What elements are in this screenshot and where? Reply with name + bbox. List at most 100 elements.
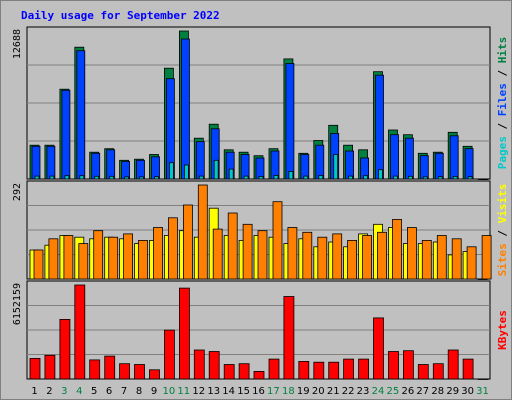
bar-sites-day-7	[123, 233, 133, 280]
bar-pages-day-12	[198, 175, 204, 180]
bar-files-day-30	[464, 148, 474, 180]
axis-legend-hits-files-pages: Pages / Files / Hits	[496, 37, 509, 170]
bar-files-day-4	[76, 50, 86, 180]
bar-kbytes-day-15	[238, 363, 250, 380]
bar-files-day-18	[285, 63, 295, 180]
x-tick-label: 11	[177, 386, 190, 397]
bar-files-day-1	[31, 145, 41, 180]
bar-pages-day-26	[407, 175, 413, 180]
bar-kbytes-day-26	[402, 350, 414, 380]
bar-kbytes-day-7	[119, 363, 130, 380]
bar-kbytes-day-13	[208, 351, 220, 380]
x-tick-label: 23	[357, 386, 370, 397]
x-tick-label: 14	[222, 386, 235, 397]
bar-sites-day-10	[167, 217, 178, 280]
bar-kbytes-day-4	[74, 284, 86, 380]
x-tick-label: 9	[151, 386, 157, 397]
bar-pages-day-3	[64, 175, 70, 180]
bar-pages-day-13	[213, 159, 219, 180]
x-tick-label: 7	[121, 386, 127, 397]
bar-files-day-11	[180, 38, 190, 180]
bar-kbytes-day-11	[178, 287, 190, 380]
bar-pages-day-22	[348, 175, 354, 180]
legend-entry-pages: Pages	[496, 136, 509, 169]
bar-pages-day-8	[139, 176, 144, 180]
bar-kbytes-day-3	[59, 318, 71, 380]
bar-sites-day-29	[451, 238, 462, 280]
bar-sites-day-21	[332, 233, 343, 280]
bar-kbytes-day-18	[283, 296, 295, 380]
x-tick-label: 25	[387, 386, 400, 397]
x-tick-label: 30	[461, 386, 474, 397]
x-tick-label: 5	[91, 386, 97, 397]
ymax-label: 6152159	[12, 283, 23, 325]
bar-sites-day-4	[78, 243, 89, 280]
legend-entry-files: Files	[496, 83, 509, 116]
bar-kbytes-day-31	[477, 378, 489, 380]
bar-files-day-8	[136, 159, 145, 180]
bar-pages-day-20	[318, 175, 324, 180]
bar-kbytes-day-30	[462, 358, 474, 380]
bar-sites-day-11	[182, 204, 193, 280]
x-tick-label: 4	[76, 386, 82, 397]
bar-pages-day-10	[168, 162, 174, 180]
bar-sites-day-28	[436, 235, 447, 280]
bar-pages-day-5	[94, 175, 100, 180]
bar-kbytes-day-12	[193, 349, 205, 380]
bar-sites-day-8	[138, 239, 148, 280]
bar-files-day-20	[315, 144, 325, 180]
bar-sites-day-17	[272, 201, 283, 280]
x-tick-label: 12	[192, 386, 205, 397]
bar-pages-day-23	[363, 175, 369, 180]
bar-sites-day-6	[108, 236, 119, 280]
bar-files-day-17	[270, 150, 280, 180]
bar-pages-day-4	[79, 175, 85, 180]
bar-files-day-7	[121, 161, 130, 180]
bar-pages-day-2	[49, 175, 55, 180]
ymax-label: 292	[12, 183, 23, 201]
bar-files-day-24	[375, 74, 384, 180]
bar-files-day-15	[240, 154, 250, 180]
bar-kbytes-day-6	[104, 355, 116, 380]
bar-pages-day-27	[422, 176, 428, 180]
bar-sites-day-13	[212, 228, 223, 280]
bar-pages-day-21	[333, 154, 339, 180]
bar-sites-day-23	[362, 235, 373, 280]
legend-entry-visits: Visits	[496, 184, 509, 224]
bar-sites-day-12	[197, 184, 208, 280]
bar-files-day-29	[449, 135, 459, 180]
bar-pages-day-16	[258, 175, 264, 180]
bar-sites-day-24	[377, 231, 387, 280]
bar-pages-day-9	[154, 176, 159, 180]
bar-pages-day-15	[243, 175, 249, 180]
bar-kbytes-day-2	[44, 354, 56, 380]
bar-pages-day-19	[303, 175, 309, 180]
x-tick-label: 13	[207, 386, 220, 397]
bar-pages-day-31	[482, 178, 488, 180]
bar-sites-day-20	[317, 236, 328, 280]
chart-title: Daily usage for September 2022	[21, 9, 220, 22]
bar-files-day-28	[434, 152, 444, 180]
bar-kbytes-day-25	[388, 351, 399, 380]
bar-files-day-3	[61, 89, 71, 180]
x-tick-label: 1	[31, 386, 37, 397]
bar-sites-day-16	[257, 230, 268, 280]
bar-kbytes-day-16	[253, 370, 265, 380]
x-tick-label: 24	[372, 386, 385, 397]
bar-sites-day-31	[481, 235, 492, 280]
x-tick-label: 18	[282, 386, 295, 397]
bar-pages-day-25	[393, 175, 398, 180]
bar-kbytes-day-5	[89, 359, 101, 380]
bar-pages-day-1	[34, 175, 40, 180]
bar-sites-day-19	[302, 231, 313, 280]
bar-files-day-26	[404, 137, 414, 180]
bar-sites-day-9	[153, 227, 163, 280]
axis-legend-visits-sites: Sites / Visits	[496, 184, 509, 277]
bar-sites-day-30	[466, 246, 477, 280]
bar-sites-day-5	[93, 230, 104, 280]
x-tick-label: 27	[416, 386, 429, 397]
bar-kbytes-day-9	[149, 369, 160, 380]
bar-kbytes-day-17	[268, 358, 280, 380]
